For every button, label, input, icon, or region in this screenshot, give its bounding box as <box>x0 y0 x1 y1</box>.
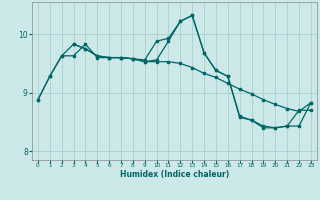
X-axis label: Humidex (Indice chaleur): Humidex (Indice chaleur) <box>120 170 229 179</box>
